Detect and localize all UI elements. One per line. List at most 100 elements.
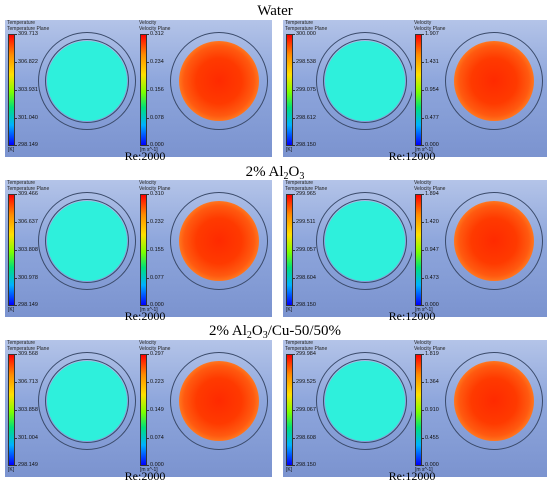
colorbar-tick: 309.713 xyxy=(14,31,38,37)
temperature-contour xyxy=(325,361,405,441)
reynolds-label: Re:2000 xyxy=(124,469,166,483)
colorbar-tick: 306.713 xyxy=(14,379,38,385)
colorbar-tick: 0.310 xyxy=(146,191,164,197)
colorbar-tick: 0.947 xyxy=(421,247,439,253)
section-title-tail: /Cu-50/50% xyxy=(267,323,342,339)
velocity-plot: Velocity Velocity Plane 0.310 0.232 0.155… xyxy=(137,180,272,317)
temperature-plot: Temperature Temperature Plane 309.466 306… xyxy=(5,180,140,317)
colorbar-tick: 300.000 xyxy=(292,31,316,37)
colorbar-tick: 299.067 xyxy=(292,407,316,413)
colorbar-tick: 1.431 xyxy=(421,59,439,65)
pipe-outer-ring xyxy=(170,32,268,130)
colorbar-unit: [m s^-1] xyxy=(140,147,158,153)
colorbar-tick: 303.808 xyxy=(14,247,38,253)
colorbar-tick: 0.223 xyxy=(146,379,164,385)
pipe-inner-ring xyxy=(45,39,129,123)
pipe-outer-ring xyxy=(445,352,543,450)
colorbar-tick: 298.608 xyxy=(292,435,316,441)
colorbar-tick: 298.538 xyxy=(292,59,316,65)
legend-title: Temperature Temperature Plane xyxy=(285,20,327,32)
velocity-plot: Velocity Velocity Plane 0.297 0.223 0.149… xyxy=(137,340,272,477)
legend-title-line1: Velocity xyxy=(414,20,432,26)
legend-title-line2: Temperature Plane xyxy=(285,185,328,192)
legend-title-line2: Velocity Plane xyxy=(414,345,446,352)
section-title-suffix: O xyxy=(288,164,300,180)
colorbar-tick: 0.156 xyxy=(146,87,164,93)
reynolds-label: Re:12000 xyxy=(388,469,436,483)
legend-title: Temperature Temperature Plane xyxy=(7,340,50,352)
section-title-suffix: O xyxy=(251,323,263,339)
legend-title-line2: Temperature Plane xyxy=(285,345,328,352)
colorbar-tick: 298.612 xyxy=(292,115,316,121)
temperature-contour xyxy=(47,41,127,121)
legend-title: Velocity Velocity Plane xyxy=(139,340,171,352)
colorbar-tick: 298.149 xyxy=(14,462,38,468)
legend-title-line2: Velocity Plane xyxy=(139,345,171,352)
colorbar-tick: 298.150 xyxy=(292,142,316,148)
colorbar-tick: 0.000 xyxy=(421,142,439,148)
colorbar-unit: [K] xyxy=(8,307,15,313)
colorbar-tick: 300.978 xyxy=(14,275,38,281)
legend-title-line2: Temperature Plane xyxy=(7,25,50,32)
colorbar-tick: 299.075 xyxy=(292,87,316,93)
pipe-inner-ring xyxy=(323,199,407,283)
legend-title-line1: Temperature xyxy=(285,20,314,26)
colorbar-tick: 1.894 xyxy=(421,191,439,197)
temperature-plot: Temperature Temperature Plane 300.000 298… xyxy=(283,20,418,157)
legend-title: Temperature Temperature Plane xyxy=(7,20,50,32)
colorbar-tick: 298.604 xyxy=(292,275,316,281)
legend-title-line1: Temperature xyxy=(7,20,36,26)
colorbar-tick: 0.477 xyxy=(421,115,439,121)
velocity-contour xyxy=(179,361,259,441)
legend-title-line1: Velocity xyxy=(414,340,432,346)
section-title-text: 2% Al xyxy=(208,323,247,339)
temperature-plot: Temperature Temperature Plane 299.984 299… xyxy=(283,340,418,477)
colorbar-tick: 298.150 xyxy=(292,462,316,468)
pipe-outer-ring xyxy=(170,192,268,290)
pipe-outer-ring xyxy=(38,32,136,130)
colorbar-tick: 298.149 xyxy=(14,142,38,148)
colorbar-tick: 0.077 xyxy=(146,275,164,281)
colorbar-tick: 301.040 xyxy=(14,115,38,121)
colorbar-tick: 1.907 xyxy=(421,31,439,37)
legend-title-line1: Temperature xyxy=(7,180,36,186)
section-title-subscript: 2 xyxy=(283,171,289,182)
temperature-contour xyxy=(325,41,405,121)
legend-title-line2: Temperature Plane xyxy=(7,185,50,192)
colorbar-tick: 306.637 xyxy=(14,219,38,225)
colorbar-tick: 299.525 xyxy=(292,379,316,385)
colorbar-tick: 298.150 xyxy=(292,302,316,308)
colorbar-tick: 298.149 xyxy=(14,302,38,308)
section-title-text: 2% Al xyxy=(245,164,284,180)
reynolds-label: Re:2000 xyxy=(124,149,166,163)
colorbar-tick: 0.473 xyxy=(421,275,439,281)
colorbar-tick: 0.000 xyxy=(146,462,164,468)
legend-title-line2: Velocity Plane xyxy=(139,185,171,192)
colorbar-tick: 299.965 xyxy=(292,191,316,197)
velocity-contour xyxy=(179,201,259,281)
legend-title-line1: Velocity xyxy=(139,180,157,186)
pipe-inner-ring xyxy=(323,359,407,443)
pipe-outer-ring xyxy=(445,32,543,130)
colorbar-tick: 0.000 xyxy=(146,142,164,148)
legend-title-line1: Temperature xyxy=(285,180,314,186)
colorbar-tick: 0.000 xyxy=(421,302,439,308)
velocity-contour xyxy=(454,41,534,121)
colorbar-tick: 309.568 xyxy=(14,351,38,357)
colorbar-unit: [K] xyxy=(286,467,293,473)
temperature-plot: Temperature Temperature Plane 299.965 299… xyxy=(283,180,418,317)
velocity-contour xyxy=(454,361,534,441)
pipe-outer-ring xyxy=(170,352,268,450)
colorbar-tick: 0.000 xyxy=(421,462,439,468)
colorbar-unit: [K] xyxy=(286,307,293,313)
legend-title-line2: Temperature Plane xyxy=(7,345,50,352)
colorbar-tick: 0.455 xyxy=(421,435,439,441)
velocity-plot: Velocity Velocity Plane 1.894 1.420 0.947… xyxy=(412,180,547,317)
pipe-outer-ring xyxy=(38,352,136,450)
colorbar-tick: 1.420 xyxy=(421,219,439,225)
section-title-al2o3-cu: 2% Al2O3/Cu-50/50% xyxy=(0,322,550,345)
pipe-inner-ring xyxy=(45,199,129,283)
section-title-subscript: 3 xyxy=(299,171,305,182)
section-title-water: Water xyxy=(0,2,550,20)
legend-title: Velocity Velocity Plane xyxy=(414,20,445,32)
